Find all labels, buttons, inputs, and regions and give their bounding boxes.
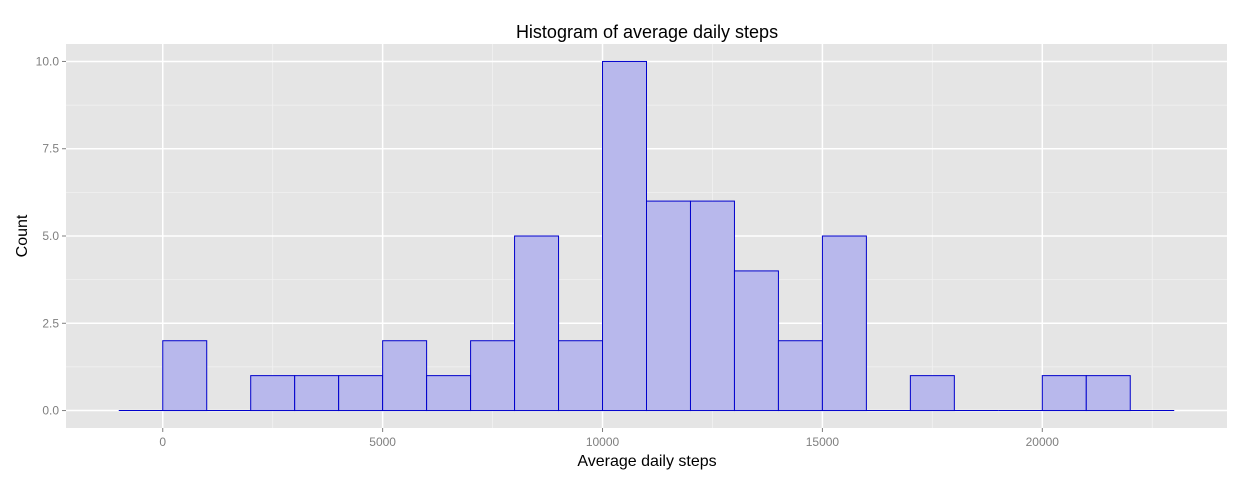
histogram-bar xyxy=(250,375,296,412)
x-axis-ticks: 0 5000 10000 15000 20000 xyxy=(159,428,1059,449)
histogram-bars xyxy=(118,60,1175,412)
histogram-bar xyxy=(514,235,560,412)
histogram-bar xyxy=(777,340,823,412)
y-tick-label: 7.5 xyxy=(42,142,59,156)
histogram-bar xyxy=(338,375,384,412)
y-tick-label: 0.0 xyxy=(42,404,59,418)
y-axis-ticks: 0.0 2.5 5.0 7.5 10.0 xyxy=(36,54,66,418)
histogram-bar xyxy=(1041,375,1087,412)
histogram-bar xyxy=(821,235,867,412)
histogram-bar xyxy=(426,375,472,412)
histogram-bar xyxy=(162,340,208,412)
x-tick-label: 5000 xyxy=(369,435,396,449)
histogram-bar xyxy=(689,200,735,412)
histogram-bar xyxy=(382,340,428,412)
histogram-bar xyxy=(909,375,955,412)
y-axis-title: Count xyxy=(14,214,31,257)
x-tick-label: 0 xyxy=(159,435,166,449)
y-tick-label: 10.0 xyxy=(36,54,60,68)
histogram-bar xyxy=(733,270,779,412)
histogram-bar xyxy=(294,375,340,412)
histogram-bar xyxy=(602,60,647,412)
x-axis-title: Average daily steps xyxy=(577,453,716,470)
histogram-bar xyxy=(646,200,691,412)
x-tick-label: 10000 xyxy=(586,435,620,449)
chart-title: Histogram of average daily steps xyxy=(516,22,778,42)
histogram-bar xyxy=(558,340,604,412)
histogram-bar xyxy=(470,340,516,412)
histogram-bar xyxy=(1085,375,1131,412)
x-tick-label: 15000 xyxy=(806,435,840,449)
y-tick-label: 5.0 xyxy=(42,229,59,243)
x-tick-label: 20000 xyxy=(1026,435,1060,449)
y-tick-label: 2.5 xyxy=(42,316,59,330)
